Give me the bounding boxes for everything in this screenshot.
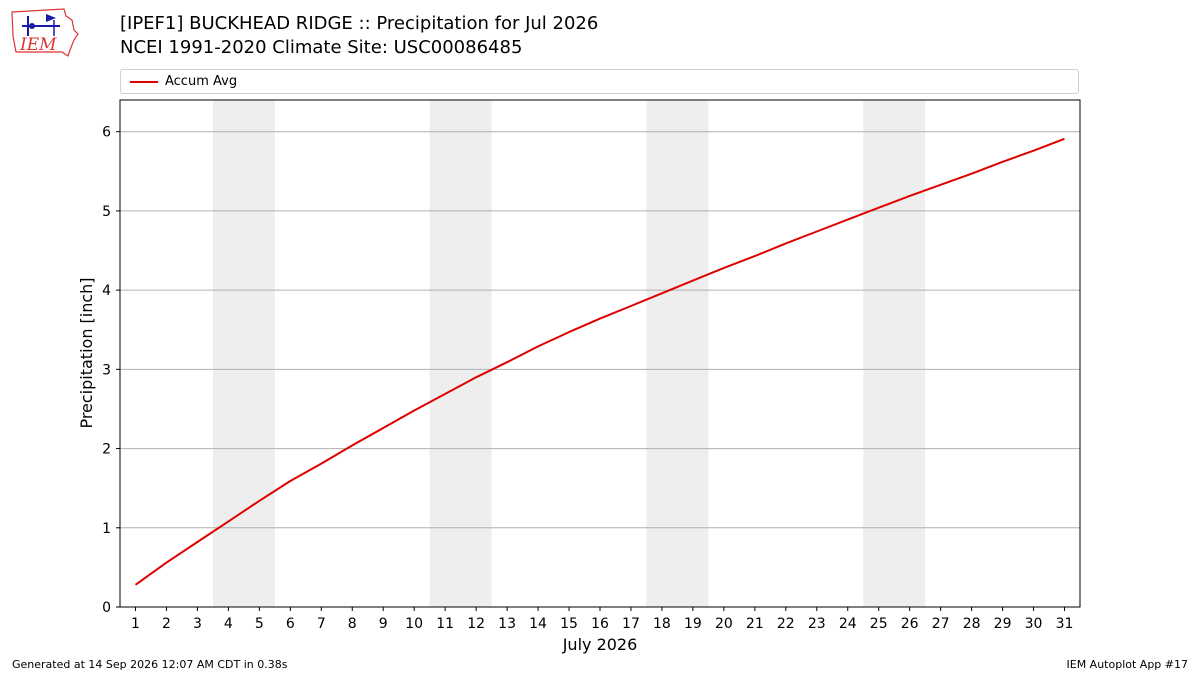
x-tick-label-12: 12 <box>467 616 485 632</box>
x-tick-label-9: 9 <box>379 616 388 632</box>
x-tick-label-1: 1 <box>131 616 140 632</box>
y-tick-label-4: 4 <box>102 283 111 299</box>
y-tick-label-0: 0 <box>102 600 111 616</box>
y-axis-label: Precipitation [inch] <box>77 277 96 428</box>
x-tick-label-8: 8 <box>348 616 357 632</box>
weekend-band-3 <box>646 100 709 607</box>
x-tick-label-23: 23 <box>808 616 826 632</box>
x-tick-label-7: 7 <box>317 616 326 632</box>
x-tick-label-5: 5 <box>255 616 264 632</box>
x-tick-label-6: 6 <box>286 616 295 632</box>
weekend-band-2 <box>429 100 492 607</box>
x-tick-label-17: 17 <box>622 616 640 632</box>
x-tick-label-14: 14 <box>529 616 547 632</box>
y-tick-label-5: 5 <box>102 204 111 220</box>
x-tick-label-13: 13 <box>498 616 516 632</box>
x-axis-label: July 2026 <box>562 635 638 654</box>
legend-label-accum-avg: Accum Avg <box>165 74 238 89</box>
x-tick-label-18: 18 <box>653 616 671 632</box>
weekend-band-4 <box>863 100 926 607</box>
chart-title: [IPEF1] BUCKHEAD RIDGE :: Precipitation … <box>120 13 599 34</box>
x-tick-label-26: 26 <box>901 616 919 632</box>
legend-swatch-accum-avg <box>130 81 158 83</box>
footer-generated: Generated at 14 Sep 2026 12:07 AM CDT in… <box>12 658 288 671</box>
x-tick-label-3: 3 <box>193 616 202 632</box>
x-tick-label-22: 22 <box>777 616 795 632</box>
x-tick-label-29: 29 <box>994 616 1012 632</box>
iem-logo-icon: IEM <box>11 8 79 57</box>
legend: Accum Avg <box>120 69 1079 94</box>
x-tick-label-16: 16 <box>591 616 609 632</box>
x-tick-label-2: 2 <box>162 616 171 632</box>
y-tick-label-1: 1 <box>102 521 111 537</box>
x-tick-label-27: 27 <box>932 616 950 632</box>
chart-subtitle: NCEI 1991-2020 Climate Site: USC00086485 <box>120 37 523 58</box>
x-tick-label-31: 31 <box>1056 616 1074 632</box>
x-tick-label-24: 24 <box>839 616 857 632</box>
x-tick-label-20: 20 <box>715 616 733 632</box>
x-tick-label-15: 15 <box>560 616 578 632</box>
x-tick-label-19: 19 <box>684 616 702 632</box>
x-tick-label-11: 11 <box>436 616 454 632</box>
footer-app: IEM Autoplot App #17 <box>1066 658 1189 671</box>
weekend-band-1 <box>212 100 275 607</box>
x-tick-label-30: 30 <box>1025 616 1043 632</box>
x-tick-label-25: 25 <box>870 616 888 632</box>
y-tick-label-6: 6 <box>102 125 111 141</box>
x-tick-label-10: 10 <box>405 616 423 632</box>
y-tick-label-2: 2 <box>102 442 111 458</box>
x-tick-label-4: 4 <box>224 616 233 632</box>
logo-text: IEM <box>19 35 57 55</box>
x-tick-label-28: 28 <box>963 616 981 632</box>
y-tick-label-3: 3 <box>102 362 111 378</box>
x-tick-label-21: 21 <box>746 616 764 632</box>
series-line-accum-avg <box>134 137 1065 586</box>
